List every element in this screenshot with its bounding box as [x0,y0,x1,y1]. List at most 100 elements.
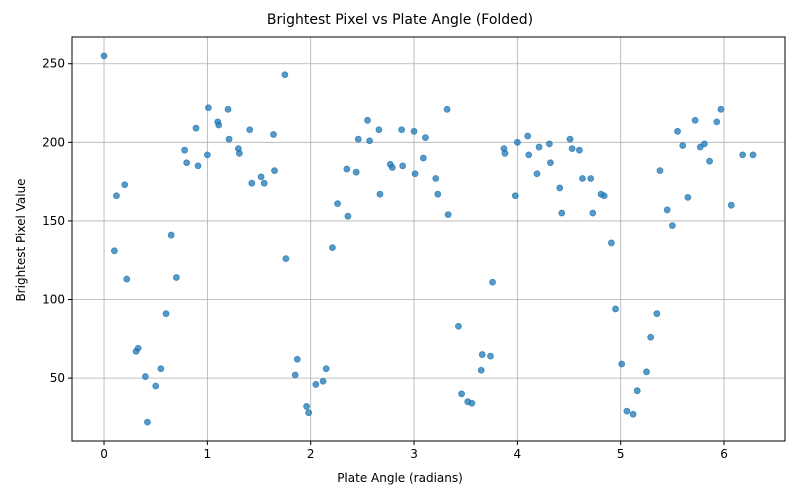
x-tick-label: 4 [514,447,522,461]
data-point [172,274,180,281]
data-point [354,135,362,143]
data-point [432,175,440,182]
x-tick-label: 0 [100,447,108,461]
x-tick-label: 2 [307,447,315,461]
data-point [663,206,671,214]
data-point [152,382,160,390]
data-point [411,170,419,178]
data-point [489,278,496,286]
data-point [477,366,485,374]
axis-ticks: 0 1 2 3 4 5 6 50 100 150 200 250 [42,57,728,461]
data-point [224,105,232,113]
data-point [291,371,299,379]
data-point [110,247,118,255]
y-tick-label: 150 [42,214,65,228]
data-point [525,151,533,159]
data-point [653,310,661,318]
data-point [144,418,151,426]
data-point [524,132,532,140]
x-tick-label: 3 [410,447,418,461]
data-point [533,170,541,178]
data-point [293,355,301,363]
data-point [271,167,278,175]
data-point [535,143,543,151]
data-point [388,164,396,171]
data-point [375,126,383,134]
data-point [674,127,681,135]
y-tick-label: 50 [50,371,65,385]
data-point [319,377,327,385]
data-point [556,184,564,192]
data-point [305,409,313,417]
data-point [727,201,735,209]
data-points [100,52,757,426]
plot-frame [71,36,786,442]
data-point [334,200,341,208]
data-point [328,244,336,252]
data-point [546,140,553,148]
data-point [656,167,664,175]
data-point [322,365,330,373]
data-point [235,149,243,157]
data-point [399,162,407,170]
data-point [157,365,165,373]
data-point [487,352,494,360]
data-point [443,105,451,113]
data-point [248,179,256,187]
data-point [679,142,687,149]
data-point [123,275,131,283]
data-point [629,410,637,418]
data-point [455,322,462,330]
data-point [181,146,189,154]
chart-title: Brightest Pixel vs Plate Angle (Folded) [267,12,533,28]
data-point [701,140,708,148]
data-point [566,135,574,143]
data-point [410,127,418,135]
data-point [192,124,200,132]
data-point [162,310,170,318]
data-point [434,190,442,198]
data-point [468,399,476,407]
data-point [608,239,615,247]
data-point [618,360,626,368]
data-point [684,193,692,201]
data-point [421,134,429,142]
data-point [575,146,583,154]
data-point [444,211,452,219]
data-point [194,162,202,170]
data-point [579,175,586,182]
data-point [282,255,290,263]
data-point [376,190,384,198]
data-point [260,179,268,187]
data-point [204,104,212,112]
data-point [713,118,721,126]
data-point [183,159,191,167]
data-point [643,368,650,376]
data-point [691,116,699,124]
y-tick-label: 200 [42,135,65,149]
data-point [312,381,320,388]
x-tick-label: 5 [617,447,625,461]
data-point [141,373,149,380]
data-point [568,145,576,153]
data-point [478,351,486,358]
x-tick-label: 6 [720,447,728,461]
data-point [419,154,427,162]
data-point [587,175,595,182]
y-tick-label: 100 [42,293,65,307]
data-point [589,209,597,217]
data-point [612,305,619,313]
data-point [647,333,655,341]
data-point [167,231,175,239]
data-point [558,209,566,217]
x-tick-label: 1 [204,447,212,461]
data-point [739,151,747,159]
data-point [343,165,351,173]
data-point [501,149,509,157]
data-point [511,192,519,200]
data-point [281,71,289,79]
data-point [366,137,374,145]
y-axis-label: Brightest Pixel Value [14,178,28,301]
